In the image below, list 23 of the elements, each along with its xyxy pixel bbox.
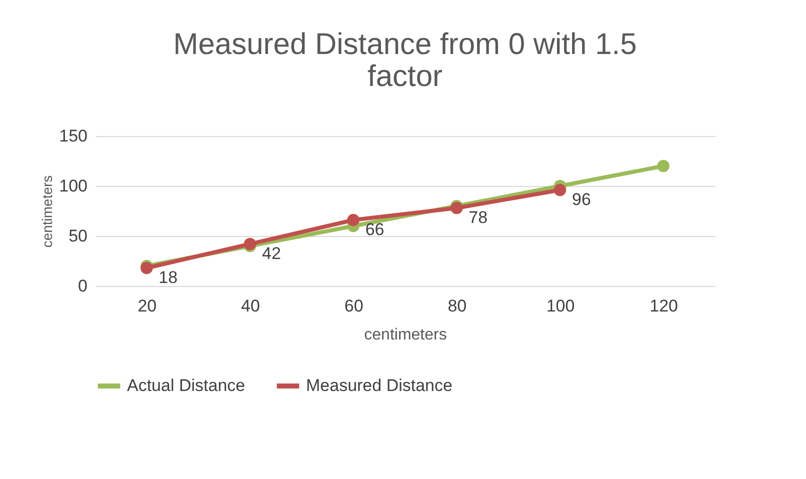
x-tick-label: 60 [344,296,364,316]
y-tick-label: 100 [59,176,88,196]
data-label: 96 [572,190,591,209]
data-label: 18 [158,268,178,287]
y-axis-title: centimeters [39,175,56,248]
x-tick-label: 80 [448,296,467,316]
chart-title: Measured Distance from 0 with 1.5 factor [173,28,637,93]
point [554,184,566,196]
x-axis-title: centimeters [364,326,447,344]
y-tick-label: 150 [59,126,88,146]
x-tick-label: 20 [138,296,157,316]
point [657,160,670,172]
point [347,214,360,226]
data-label: 42 [262,244,281,263]
legend-label: Measured Distance [306,376,452,395]
x-tick-label: 40 [241,296,260,316]
legend-label: Actual Distance [127,376,246,395]
x-tick-label: 120 [650,296,678,316]
x-tick-label: 100 [546,296,575,316]
data-label: 78 [468,208,488,227]
y-tick-label: 50 [68,226,88,246]
data-label: 66 [365,220,384,239]
y-tick-label: 0 [78,276,88,296]
